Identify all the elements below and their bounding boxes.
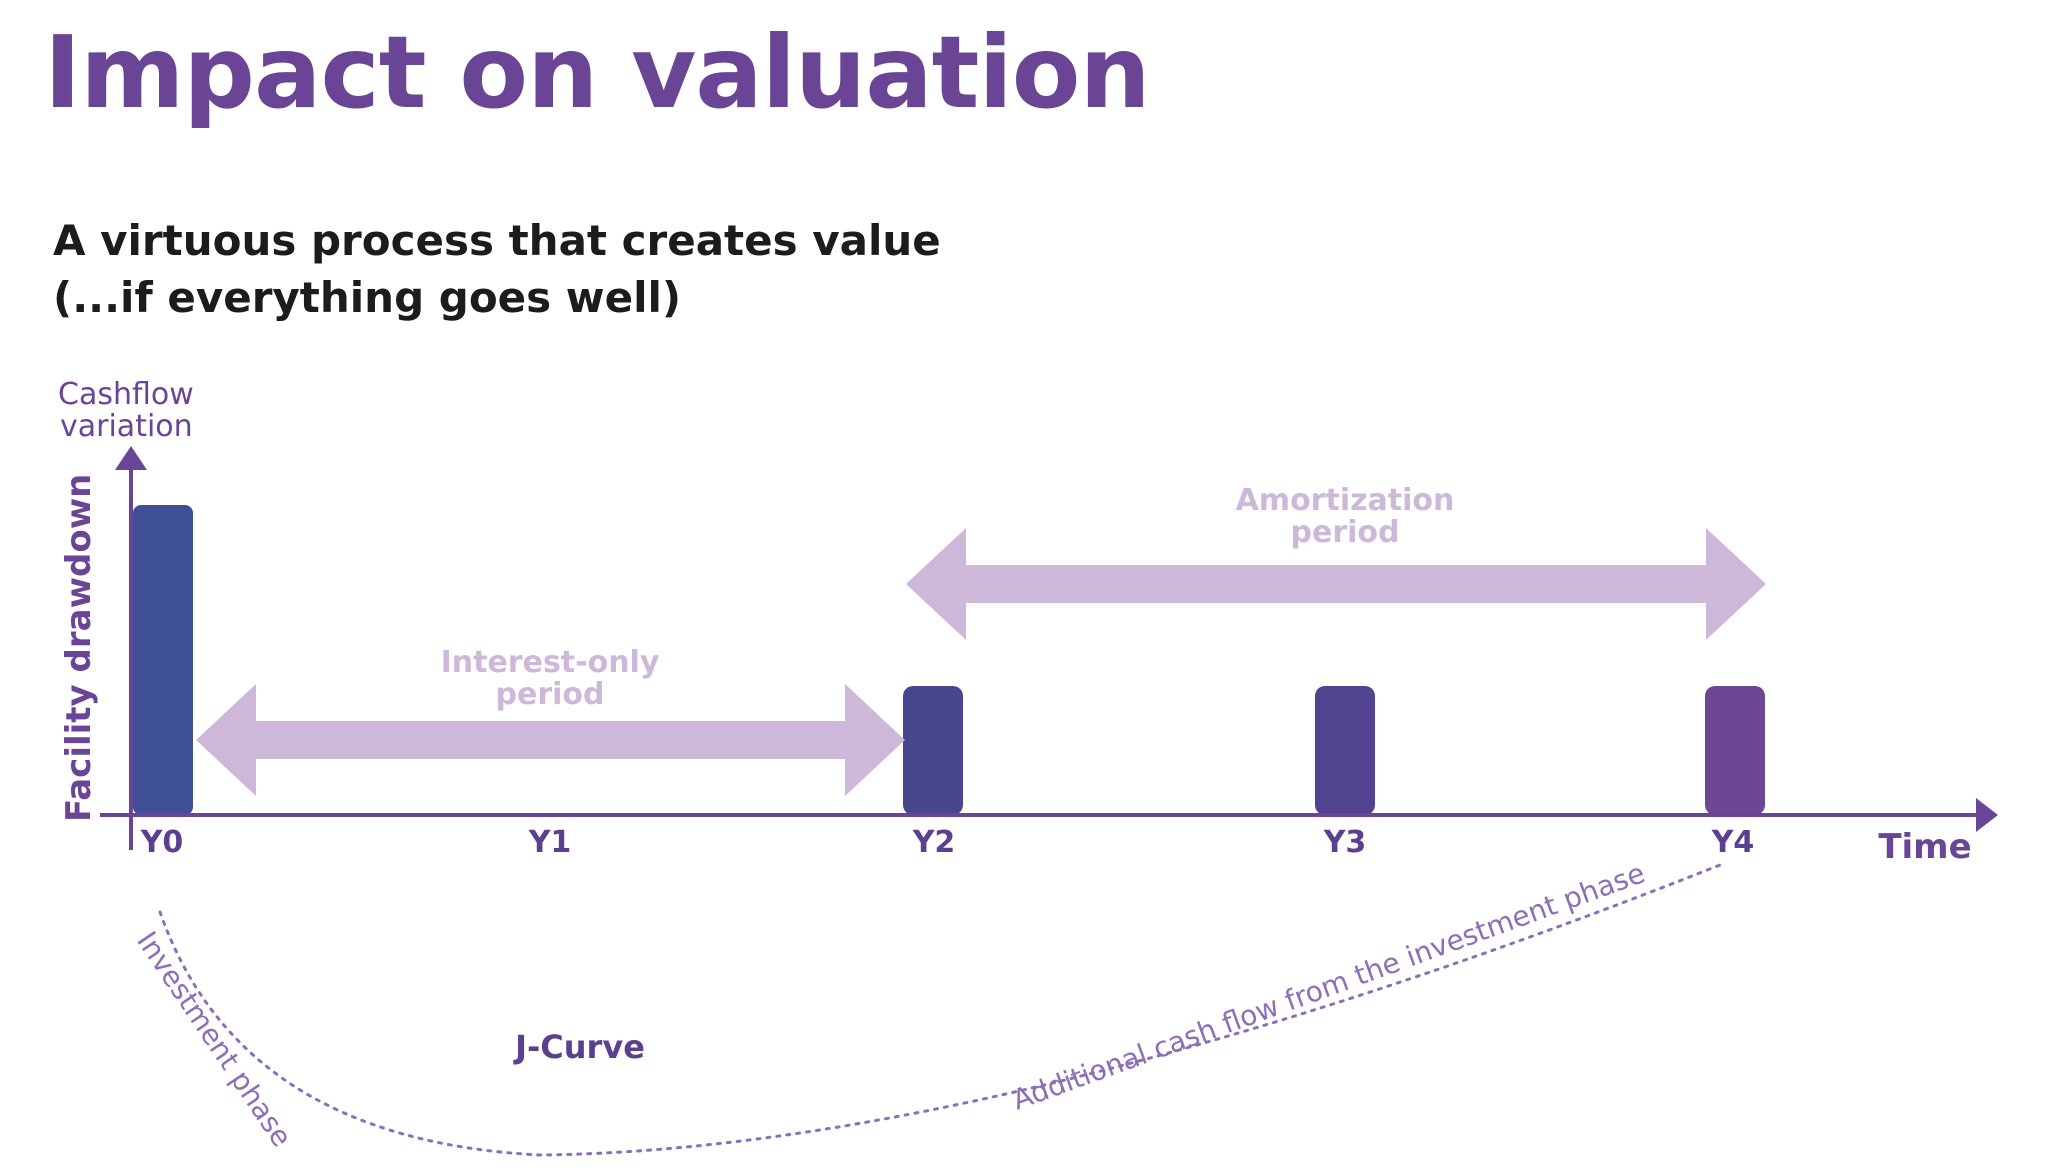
subtitle: A virtuous process that creates value (.… — [53, 212, 941, 326]
tick-y0: Y0 — [140, 825, 184, 860]
bar-y4 — [1705, 686, 1765, 815]
interest-only-label-line-2: period — [496, 677, 605, 712]
bar-y0 — [133, 505, 193, 815]
j-curve-path — [158, 863, 1722, 1157]
interest-only-label-line-1: Interest-only — [441, 645, 660, 680]
facility-drawdown-label: Facility drawdown — [59, 474, 99, 822]
additional-cash-flow-label: Additional cash flow from the investment… — [1008, 856, 1649, 1116]
bar-y2 — [903, 686, 963, 815]
y-axis-label-line-2: variation — [60, 409, 193, 444]
interest-only-arrow — [196, 684, 905, 796]
x-axis-arrow — [1976, 798, 1998, 832]
tick-y4: Y4 — [1711, 825, 1755, 860]
tick-y3: Y3 — [1323, 825, 1367, 860]
x-axis-label: Time — [1878, 827, 1971, 867]
bar-y3 — [1315, 686, 1375, 815]
amortization-label-line-2: period — [1291, 515, 1400, 550]
tick-y2: Y2 — [912, 825, 956, 860]
subtitle-line-1: A virtuous process that creates value — [53, 216, 941, 265]
y-axis-arrow — [115, 446, 147, 470]
amortization-label-line-1: Amortization — [1236, 483, 1455, 518]
amortization-arrow — [906, 528, 1766, 640]
tick-y1: Y1 — [528, 825, 572, 860]
subtitle-line-2: (...if everything goes well) — [53, 273, 682, 322]
j-curve-label: J-Curve — [513, 1028, 645, 1066]
page-title: Impact on valuation — [44, 14, 1151, 131]
investment-phase-label: Investment phase — [130, 925, 298, 1152]
y-axis-label-line-1: Cashflow — [58, 377, 194, 412]
